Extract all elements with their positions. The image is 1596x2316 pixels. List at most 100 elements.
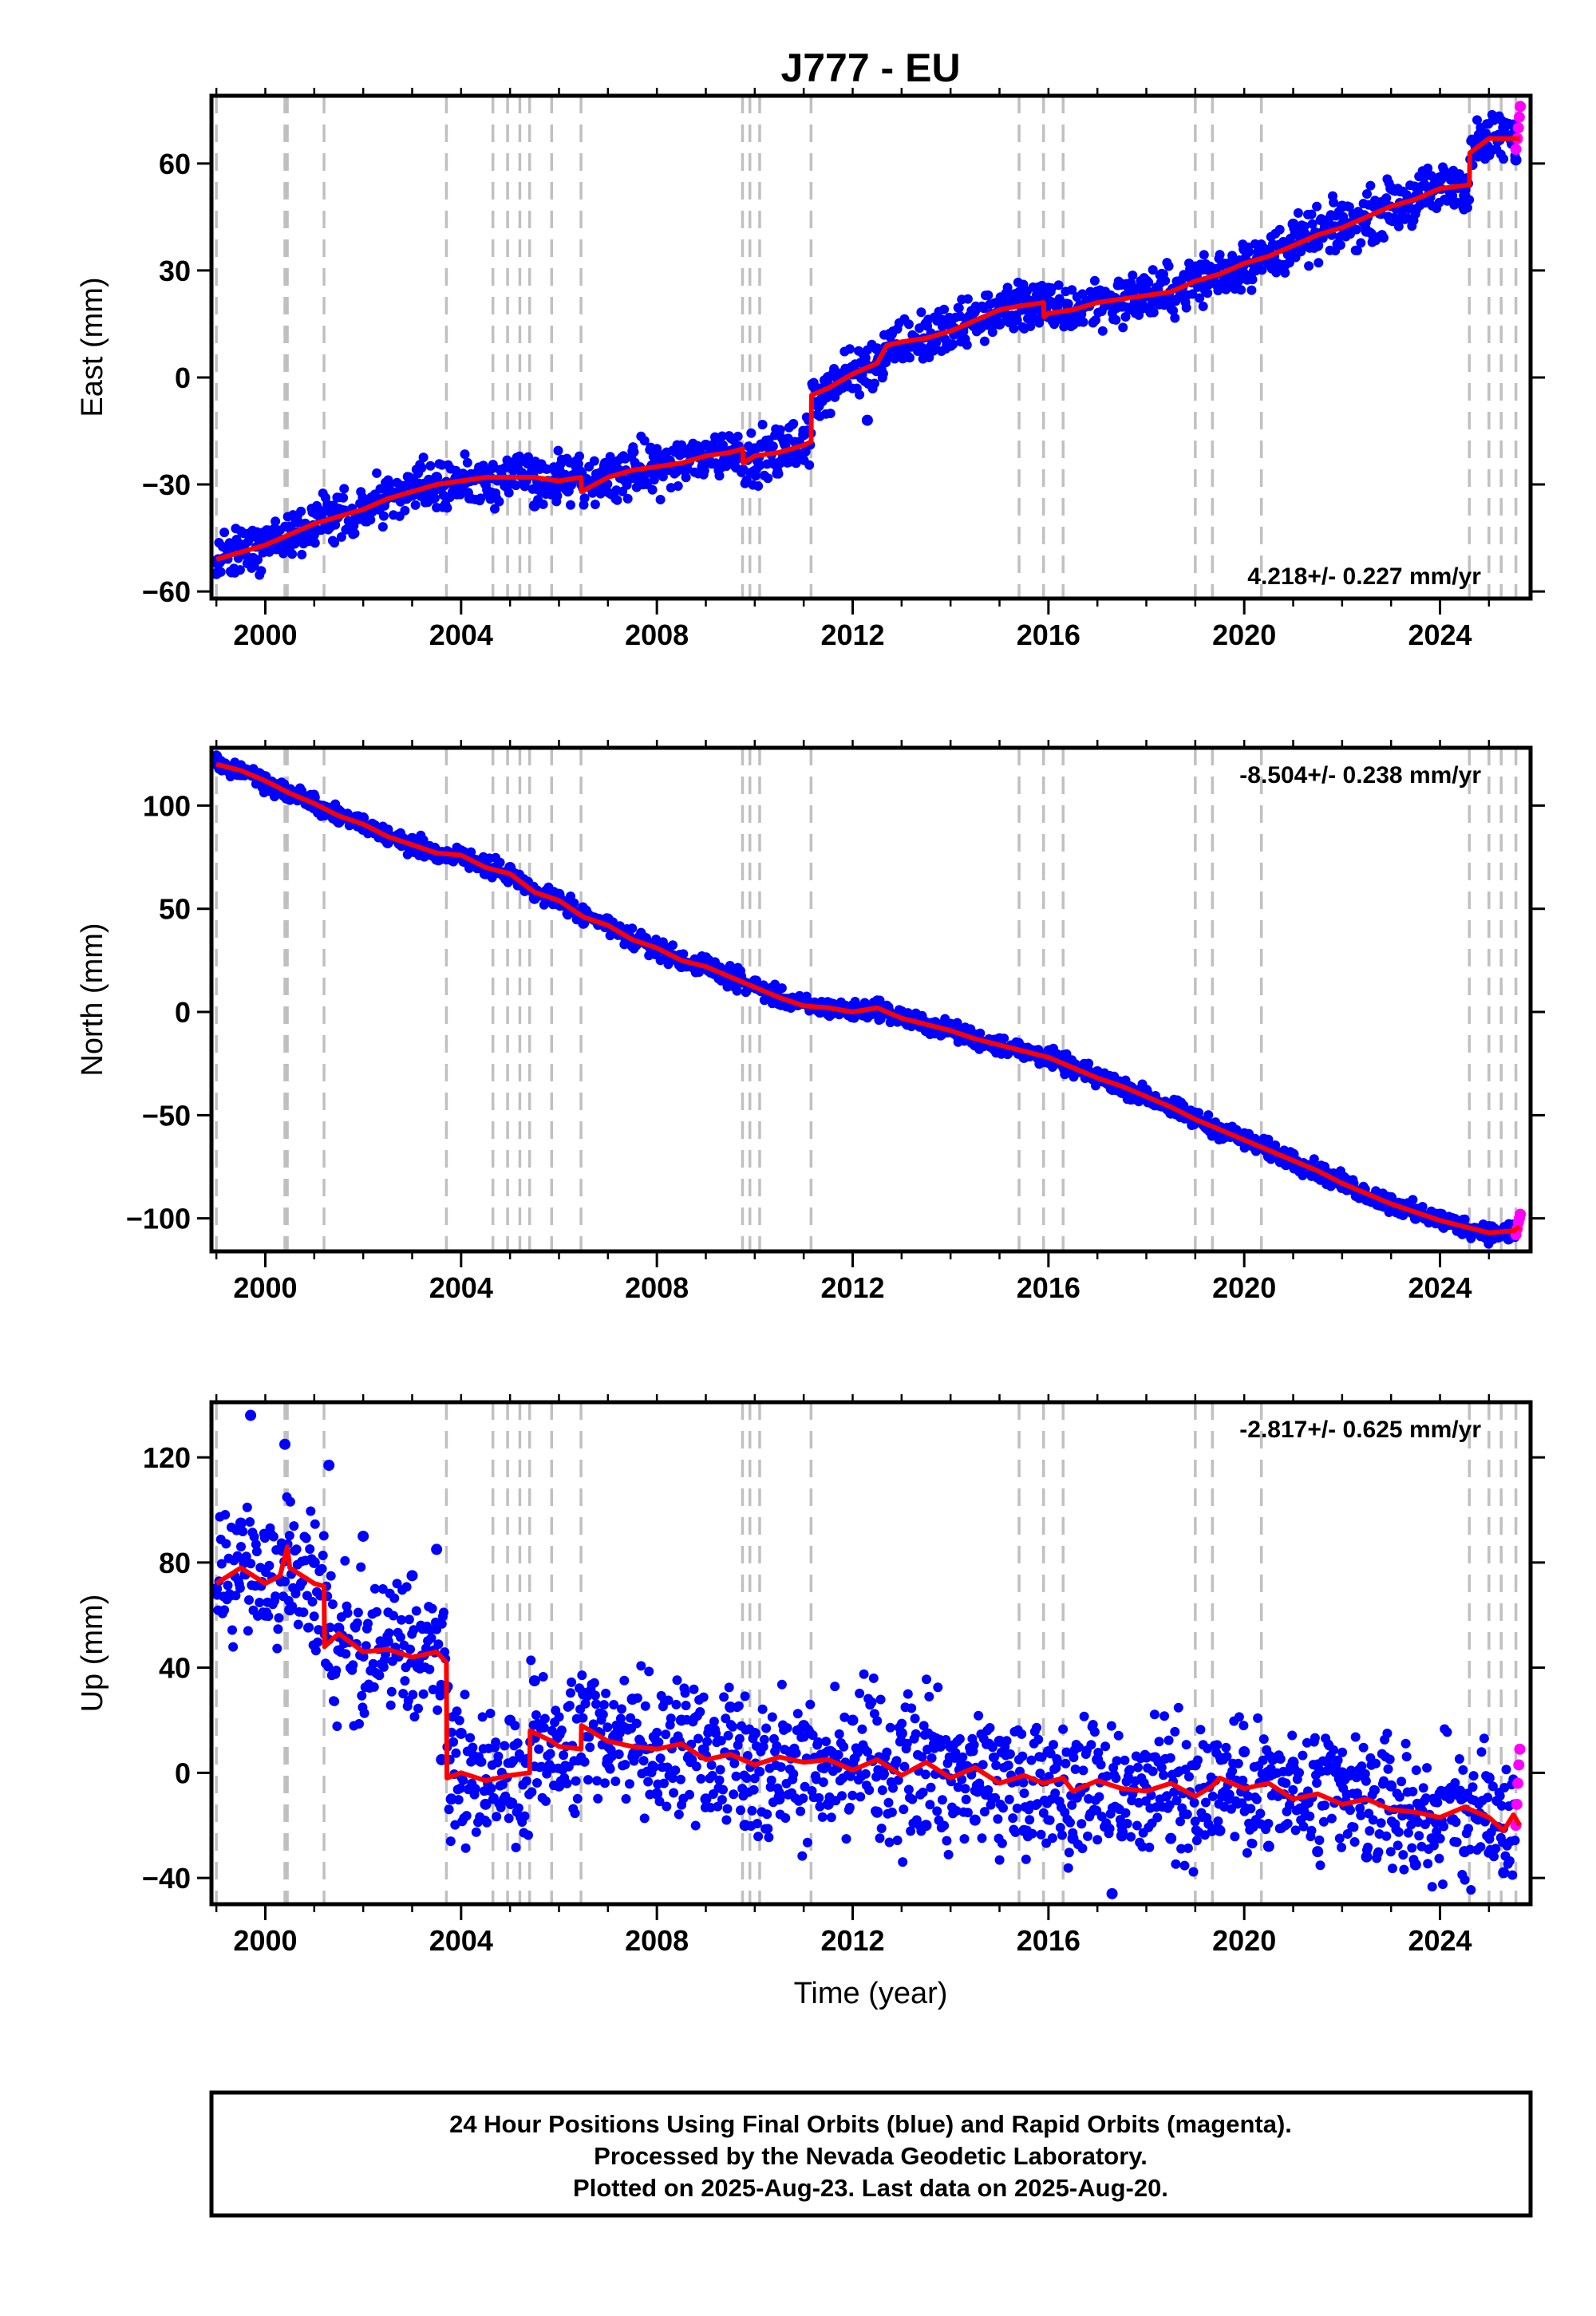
up-final-point [1459, 1846, 1471, 1858]
north-final-point [847, 1000, 859, 1012]
east-final-point [1018, 293, 1030, 305]
east-final-point [945, 339, 957, 351]
y-tick-label: 120 [143, 1441, 191, 1474]
east-final-point [1434, 172, 1446, 184]
up-final-point [725, 1701, 737, 1713]
y-tick-label: −100 [126, 1203, 191, 1235]
up-final-point [279, 1438, 291, 1450]
east-final-point [455, 482, 467, 494]
up-final-point [1092, 1753, 1104, 1765]
up-final-point [436, 1753, 448, 1765]
up-final-point [480, 1798, 492, 1810]
up-final-point [895, 1727, 907, 1739]
up-axis-label: Up (mm) [76, 1595, 109, 1713]
north-final-point [431, 853, 443, 865]
east-final-point [1116, 300, 1128, 312]
east-axis-label: East (mm) [76, 277, 109, 417]
north-velocity-label: -8.504+/- 0.238 mm/yr [1239, 762, 1481, 788]
east-final-point [1510, 154, 1522, 166]
east-final-point [895, 350, 907, 362]
y-tick-label: 30 [159, 255, 191, 287]
east-final-point [211, 567, 223, 579]
up-final-point [235, 1517, 247, 1529]
x-tick-label: 2008 [625, 619, 689, 651]
up-final-point [1336, 1767, 1348, 1779]
y-tick-label: 0 [175, 1757, 191, 1789]
up-final-point [259, 1609, 271, 1621]
north-plot-frame [209, 745, 1533, 1254]
east-plot-frame [209, 93, 1533, 601]
north-final-point [480, 868, 492, 879]
east-final-point [749, 443, 760, 455]
east-final-point [725, 453, 737, 465]
up-final-point [358, 1530, 369, 1542]
east-final-point [1483, 144, 1495, 156]
up-final-point [1385, 1780, 1397, 1792]
up-final-point [626, 1694, 638, 1705]
x-tick-label: 2000 [233, 619, 297, 651]
x-tick-label: 2020 [1212, 1271, 1276, 1304]
east-final-point [969, 304, 981, 316]
north-final-point [504, 861, 516, 873]
up-final-point [602, 1753, 614, 1765]
up-final-point [1312, 1846, 1324, 1858]
up-final-point [1165, 1832, 1177, 1844]
up-final-point [504, 1714, 516, 1726]
up-plot-frame [209, 1400, 1533, 1907]
east-daily-cloud [211, 109, 1520, 580]
east-rapid-point [1512, 122, 1524, 134]
y-tick-label: 100 [143, 789, 191, 822]
up-final-point [1483, 1772, 1495, 1784]
x-tick-label: 2024 [1408, 1271, 1472, 1304]
up-final-point [1409, 1859, 1421, 1871]
x-tick-label: 2012 [820, 1924, 884, 1957]
up-final-point [798, 1720, 810, 1732]
up-final-point [739, 1820, 751, 1832]
east-rapid-point [1510, 144, 1522, 156]
east-final-point [798, 429, 810, 441]
east-final-point [431, 472, 443, 484]
north-rapid-point [1515, 1208, 1527, 1220]
up-final-point [651, 1788, 663, 1800]
y-tick-label: 80 [159, 1547, 191, 1579]
north-panel: −100 −50 0 50 100 2000 2004 2008 2012 2016 2020 202… [76, 740, 1545, 1304]
east-final-point [1459, 190, 1471, 202]
up-final-point [969, 1814, 981, 1826]
east-final-point [994, 318, 1005, 330]
footer-line-2: Processed by the Nevada Geodetic Laborat… [594, 2142, 1148, 2170]
east-final-point [1140, 275, 1152, 287]
east-final-point [381, 485, 393, 497]
east-final-point [1262, 258, 1274, 269]
up-rapid-point [1511, 1798, 1523, 1810]
up-final-point [871, 1806, 883, 1818]
up-final-point [333, 1622, 345, 1634]
x-tick-label: 2012 [820, 1271, 884, 1304]
x-tick-label: 2004 [429, 1924, 493, 1957]
north-final-point [1483, 1220, 1495, 1232]
east-final-point [1409, 204, 1421, 215]
up-final-point [847, 1714, 859, 1726]
up-final-point [700, 1793, 712, 1805]
up-velocity-label: -2.817+/- 0.625 mm/yr [1239, 1417, 1481, 1443]
north-final-point [1459, 1227, 1471, 1239]
up-final-point [1361, 1851, 1373, 1863]
up-final-point [994, 1735, 1005, 1747]
up-final-point [1238, 1745, 1250, 1757]
up-final-point [421, 1622, 433, 1634]
up-final-point [1042, 1745, 1054, 1757]
y-tick-label: −40 [142, 1862, 191, 1895]
east-rapid-point [1513, 111, 1525, 123]
footer-frame [209, 2090, 1533, 2218]
up-final-point [1189, 1759, 1201, 1771]
north-final-point [211, 750, 223, 762]
up-final-point [1262, 1840, 1274, 1852]
up-final-point [381, 1635, 393, 1647]
x-tick-label: 2024 [1408, 619, 1472, 651]
up-rapid-point [1514, 1743, 1526, 1755]
north-final-point [994, 1033, 1005, 1045]
east-final-point [1336, 200, 1348, 212]
east-final-point [308, 525, 320, 537]
x-tick-label: 2008 [625, 1924, 689, 1957]
